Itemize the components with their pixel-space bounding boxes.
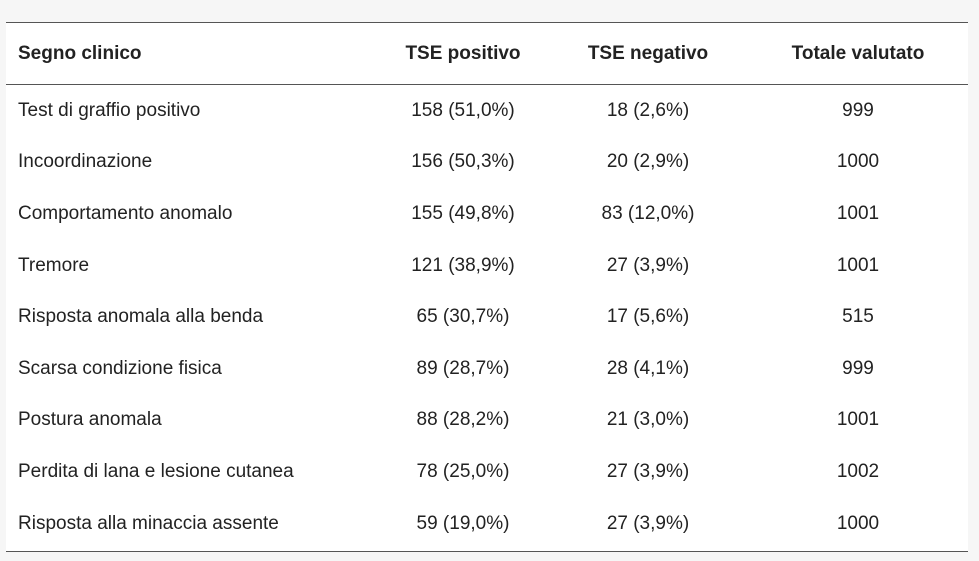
table-row: Comportamento anomalo 155 (49,8%) 83 (12… (6, 188, 968, 240)
table-row: Postura anomala 88 (28,2%) 21 (3,0%) 100… (6, 395, 968, 447)
table-row: Test di graffio positivo 158 (51,0%) 18 … (6, 85, 968, 137)
cell-clinical-sign: Postura anomala (18, 409, 162, 431)
cell-total-evaluated: 1002 (836, 460, 880, 482)
cell-tse-negative: 27 (3,9%) (606, 254, 690, 276)
table-header-row: Segno clinico TSE positivo TSE negativo … (6, 23, 968, 85)
cell-total-evaluated: 999 (842, 99, 874, 121)
cell-tse-negative: 83 (12,0%) (601, 202, 695, 224)
cell-clinical-sign: Perdita di lana e lesione cutanea (18, 460, 294, 482)
cell-tse-positive: 88 (28,2%) (416, 409, 510, 431)
cell-tse-positive: 155 (49,8%) (411, 202, 515, 224)
cell-tse-negative: 27 (3,9%) (606, 460, 690, 482)
table-row: Risposta anomala alla benda 65 (30,7%) 1… (6, 291, 968, 343)
cell-total-evaluated: 1001 (836, 409, 880, 431)
header-tse-positive: TSE positivo (378, 23, 548, 85)
cell-clinical-sign: Risposta alla minaccia assente (18, 512, 279, 534)
cell-clinical-sign: Comportamento anomalo (18, 202, 233, 224)
table-row: Incoordinazione 156 (50,3%) 20 (2,9%) 10… (6, 137, 968, 189)
cell-clinical-sign: Tremore (18, 254, 90, 276)
cell-tse-positive: 121 (38,9%) (411, 254, 515, 276)
cell-total-evaluated: 515 (842, 306, 874, 328)
cell-clinical-sign: Scarsa condizione fisica (18, 357, 222, 379)
clinical-signs-table: Segno clinico TSE positivo TSE negativo … (6, 23, 968, 549)
cell-tse-positive: 158 (51,0%) (411, 99, 515, 121)
cell-tse-negative: 18 (2,6%) (606, 99, 690, 121)
table-row: Scarsa condizione fisica 89 (28,7%) 28 (… (6, 343, 968, 395)
cell-tse-positive: 65 (30,7%) (416, 306, 510, 328)
cell-total-evaluated: 1001 (836, 202, 880, 224)
cell-tse-positive: 59 (19,0%) (416, 512, 510, 534)
cell-clinical-sign: Incoordinazione (18, 151, 153, 173)
cell-tse-positive: 89 (28,7%) (416, 357, 510, 379)
table-row: Risposta alla minaccia assente 59 (19,0%… (6, 498, 968, 550)
table-row: Tremore 121 (38,9%) 27 (3,9%) 1001 (6, 240, 968, 292)
cell-tse-negative: 21 (3,0%) (606, 409, 690, 431)
header-clinical-sign: Segno clinico (6, 23, 378, 85)
cell-total-evaluated: 999 (842, 357, 874, 379)
table-row: Perdita di lana e lesione cutanea 78 (25… (6, 446, 968, 498)
cell-tse-positive: 156 (50,3%) (411, 151, 515, 173)
cell-total-evaluated: 1001 (836, 254, 880, 276)
cell-clinical-sign: Risposta anomala alla benda (18, 306, 264, 328)
header-total-evaluated: Totale valutato (748, 23, 968, 85)
cell-tse-negative: 17 (5,6%) (606, 306, 690, 328)
cell-tse-negative: 20 (2,9%) (606, 151, 690, 173)
cell-total-evaluated: 1000 (836, 512, 880, 534)
cell-tse-positive: 78 (25,0%) (416, 460, 510, 482)
cell-clinical-sign: Test di graffio positivo (18, 99, 201, 121)
cell-tse-negative: 27 (3,9%) (606, 512, 690, 534)
cell-tse-negative: 28 (4,1%) (606, 357, 690, 379)
header-tse-negative: TSE negativo (548, 23, 748, 85)
table-container: Segno clinico TSE positivo TSE negativo … (6, 22, 968, 552)
cell-total-evaluated: 1000 (836, 151, 880, 173)
